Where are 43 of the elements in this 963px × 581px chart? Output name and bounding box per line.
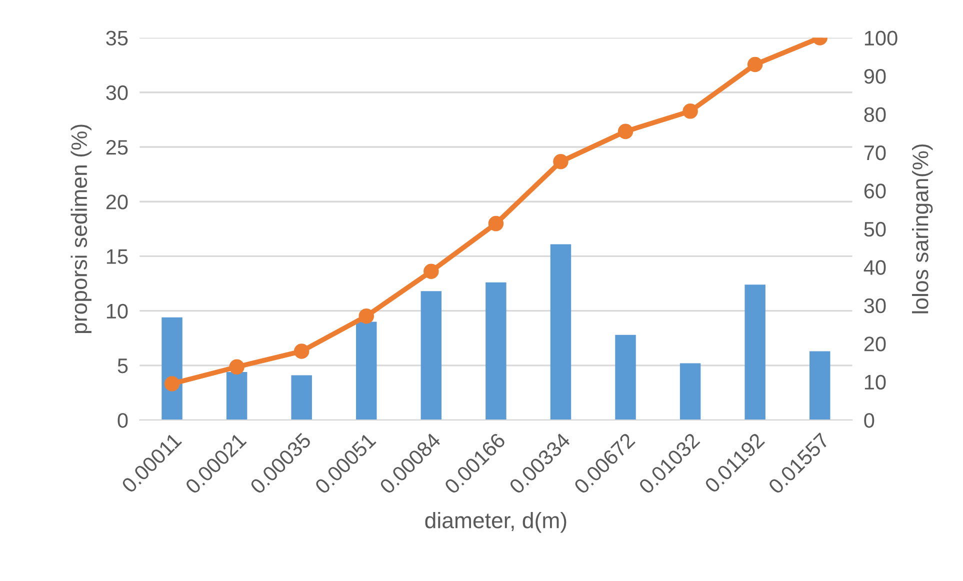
point <box>747 56 763 72</box>
bar <box>615 334 636 420</box>
y-tick-label: 30 <box>106 85 128 100</box>
y-tick-label: 20 <box>106 194 128 210</box>
bar <box>226 372 248 420</box>
point <box>553 154 568 170</box>
y-tick-label: 10 <box>106 304 128 319</box>
y2-tick-label: 70 <box>864 145 886 160</box>
point <box>424 264 439 279</box>
point <box>488 216 504 232</box>
bar <box>356 322 377 420</box>
bar <box>810 351 830 420</box>
point <box>294 344 310 359</box>
y-tick-label: 0 <box>118 413 128 428</box>
point <box>682 104 698 119</box>
y2-tick-label: 10 <box>864 374 886 390</box>
y-tick-label: 15 <box>106 249 128 264</box>
bar <box>680 363 701 420</box>
point <box>358 308 374 324</box>
bar <box>162 317 182 420</box>
point <box>164 376 180 392</box>
y2-tick-label: 90 <box>864 68 886 84</box>
y2-axis-title: lolos saringan(%) <box>912 144 933 314</box>
bar <box>291 375 312 420</box>
y2-tick-label: 50 <box>864 222 886 237</box>
y2-tick-label: 30 <box>864 298 886 314</box>
y-tick-label: 35 <box>106 30 128 46</box>
point <box>618 124 634 140</box>
y-tick-label: 25 <box>106 140 128 155</box>
y2-tick-label: 80 <box>864 107 886 122</box>
y-axis-title: proporsi sedimen (%) <box>70 124 92 334</box>
bar <box>420 291 442 420</box>
y2-tick-label: 20 <box>864 336 886 352</box>
bar <box>550 244 572 420</box>
y2-tick-label: 40 <box>864 260 886 275</box>
y2-tick-label: 100 <box>864 30 898 46</box>
bar <box>486 282 506 420</box>
bar <box>744 284 766 420</box>
y2-tick-label: 0 <box>864 413 874 428</box>
point <box>229 359 244 375</box>
x-axis-title: diameter, d(m) <box>425 512 566 533</box>
y2-tick-label: 60 <box>864 184 886 198</box>
y-tick-label: 5 <box>118 358 128 374</box>
